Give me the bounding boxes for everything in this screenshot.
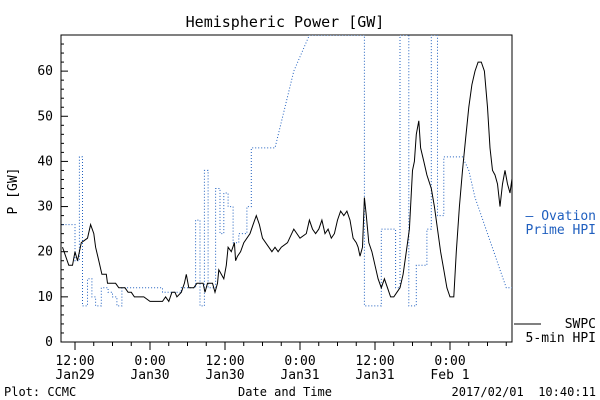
- x-axis-ticks: 12:00Jan290:00Jan3012:00Jan300:00Jan3112…: [55, 342, 507, 383]
- legend-ovation-line1: — Ovation: [526, 209, 596, 224]
- y-axis-ticks: 0 10 20 30 40 50 60: [37, 43, 68, 350]
- footer-plot-credit: Plot: CCMC: [4, 385, 76, 399]
- legend-ovation-line2: Prime HPI: [526, 223, 596, 238]
- x-tick-label-bottom: Jan29: [55, 368, 94, 383]
- series-swpc-5min-hpi: [62, 61, 512, 303]
- legend: — Ovation Prime HPI SWPC 5-min HPI: [514, 209, 596, 346]
- chart-title: Hemispheric Power [GW]: [186, 13, 385, 31]
- x-tick-label-top: 12:00: [55, 354, 94, 369]
- y-tick-label: 30: [37, 200, 53, 215]
- series-layer: [62, 35, 512, 307]
- x-tick-label-bottom: Jan31: [355, 368, 394, 383]
- x-tick-label-bottom: Jan30: [205, 368, 244, 383]
- legend-swpc-line2: 5-min HPI: [526, 331, 596, 346]
- x-tick-label-top: 0:00: [284, 354, 315, 369]
- y-tick-label: 20: [37, 245, 53, 260]
- x-tick-label-top: 0:00: [134, 354, 165, 369]
- x-tick-label-bottom: Jan30: [130, 368, 169, 383]
- legend-swpc-line1: SWPC: [565, 317, 596, 332]
- x-tick-label-top: 12:00: [205, 354, 244, 369]
- plot-frame: [60, 34, 513, 343]
- y-tick-label: 0: [45, 335, 53, 350]
- series-ovation-prime-hpi: [62, 35, 512, 307]
- y-tick-label: 10: [37, 290, 53, 305]
- x-tick-label-top: 0:00: [434, 354, 465, 369]
- x-tick-label-bottom: Jan31: [280, 368, 319, 383]
- x-axis-label: Date and Time: [238, 385, 332, 399]
- x-tick-label-top: 12:00: [355, 354, 394, 369]
- footer-timestamp: 2017/02/01 10:40:11: [452, 385, 597, 399]
- y-tick-label: 50: [37, 109, 53, 124]
- x-tick-label-bottom: Feb 1: [430, 368, 469, 383]
- y-axis-label: P [GW]: [6, 168, 21, 215]
- y-tick-label: 60: [37, 64, 53, 79]
- y-tick-label: 40: [37, 154, 53, 169]
